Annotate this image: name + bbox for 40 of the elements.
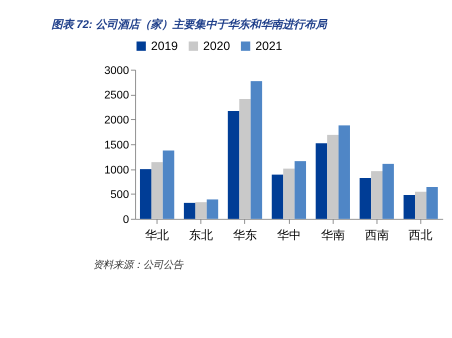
x-tick-label: 东北: [189, 228, 214, 242]
y-tick-label: 2500: [104, 90, 130, 102]
bar: [195, 202, 207, 219]
bar: [382, 164, 394, 219]
y-tick-label: 500: [110, 189, 130, 202]
bar: [206, 199, 218, 219]
x-tick-label: 西南: [364, 228, 389, 242]
y-tick-label: 3000: [104, 64, 130, 77]
chart-title: 图表 72: 公司酒店（家）主要集中于华东和华南进行布局: [51, 18, 329, 31]
x-tick-label: 华中: [276, 228, 301, 242]
bar: [272, 174, 284, 219]
bar: [360, 178, 372, 219]
bar: [327, 134, 339, 219]
bar: [250, 81, 262, 219]
bar: [404, 194, 415, 219]
bar: [239, 99, 251, 219]
y-tick-label: 0: [122, 214, 130, 226]
legend-label: 2021: [255, 38, 283, 53]
bar: [162, 150, 174, 219]
x-tick-label: 华北: [145, 228, 170, 242]
bar: [283, 168, 295, 219]
legend-label: 2020: [203, 38, 230, 53]
bar: [371, 171, 382, 219]
y-tick-label: 2000: [104, 114, 130, 127]
bar: [316, 143, 328, 219]
bar: [184, 202, 196, 219]
x-tick-label: 西北: [408, 228, 433, 242]
text: 资料来源：公司公告: [93, 259, 184, 272]
bar: [228, 110, 240, 219]
bar: [151, 162, 163, 219]
y-tick-label: 1500: [104, 139, 130, 152]
legend-label: 2019: [150, 38, 178, 53]
x-tick-label: 华东: [232, 228, 257, 242]
bar: [294, 161, 306, 219]
bar: [338, 125, 350, 219]
bar: [426, 187, 438, 219]
bar: [415, 192, 426, 219]
x-tick-label: 华南: [320, 228, 345, 242]
y-tick-label: 1000: [104, 164, 130, 176]
bar: [140, 169, 152, 219]
